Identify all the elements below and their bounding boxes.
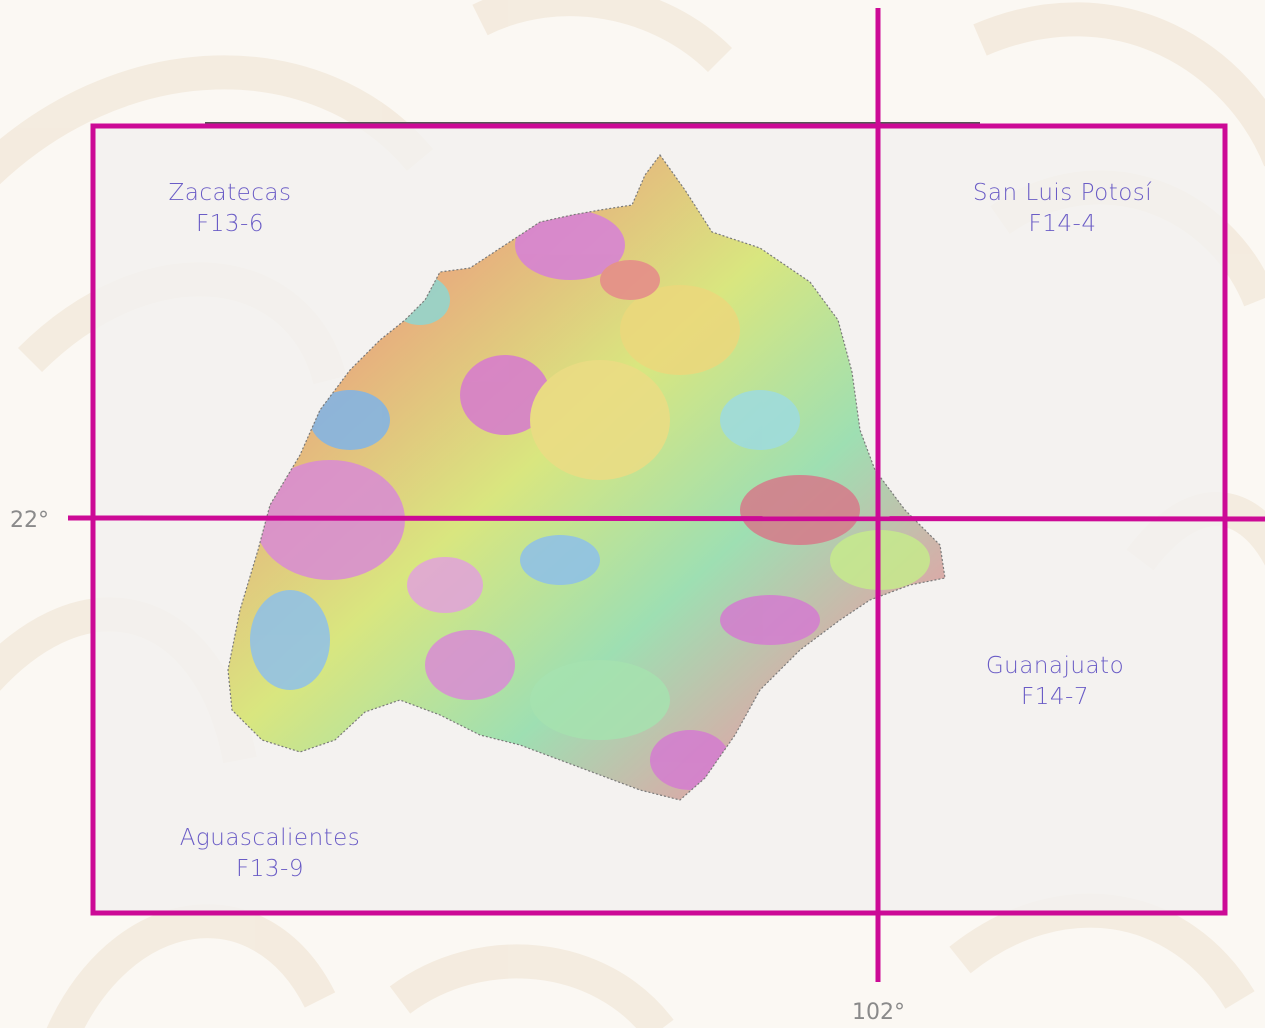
state-name: Guanajuato <box>985 653 1125 679</box>
quadrant-label-nw: Zacatecas F13-6 <box>140 178 320 240</box>
state-name: Aguascalientes <box>179 825 361 851</box>
quadrant-label-se: Guanajuato F14-7 <box>960 651 1150 713</box>
sheet-code: F13-9 <box>236 856 304 882</box>
sheet-code: F14-7 <box>1021 684 1089 710</box>
state-name: Zacatecas <box>168 180 292 206</box>
latitude-label: 22° <box>10 508 49 533</box>
raster-outline <box>227 153 946 801</box>
quadrant-label-ne: San Luis Potosí F14-4 <box>940 178 1185 240</box>
longitude-label: 102° <box>852 1000 905 1025</box>
state-name: San Luis Potosí <box>972 180 1153 206</box>
quadrant-label-sw: Aguascalientes F13-9 <box>160 823 380 885</box>
sheet-code: F13-6 <box>196 211 264 237</box>
parallel-line <box>67 515 1265 522</box>
grid-lines <box>67 8 1265 982</box>
sheet-code: F14-4 <box>1028 211 1097 237</box>
